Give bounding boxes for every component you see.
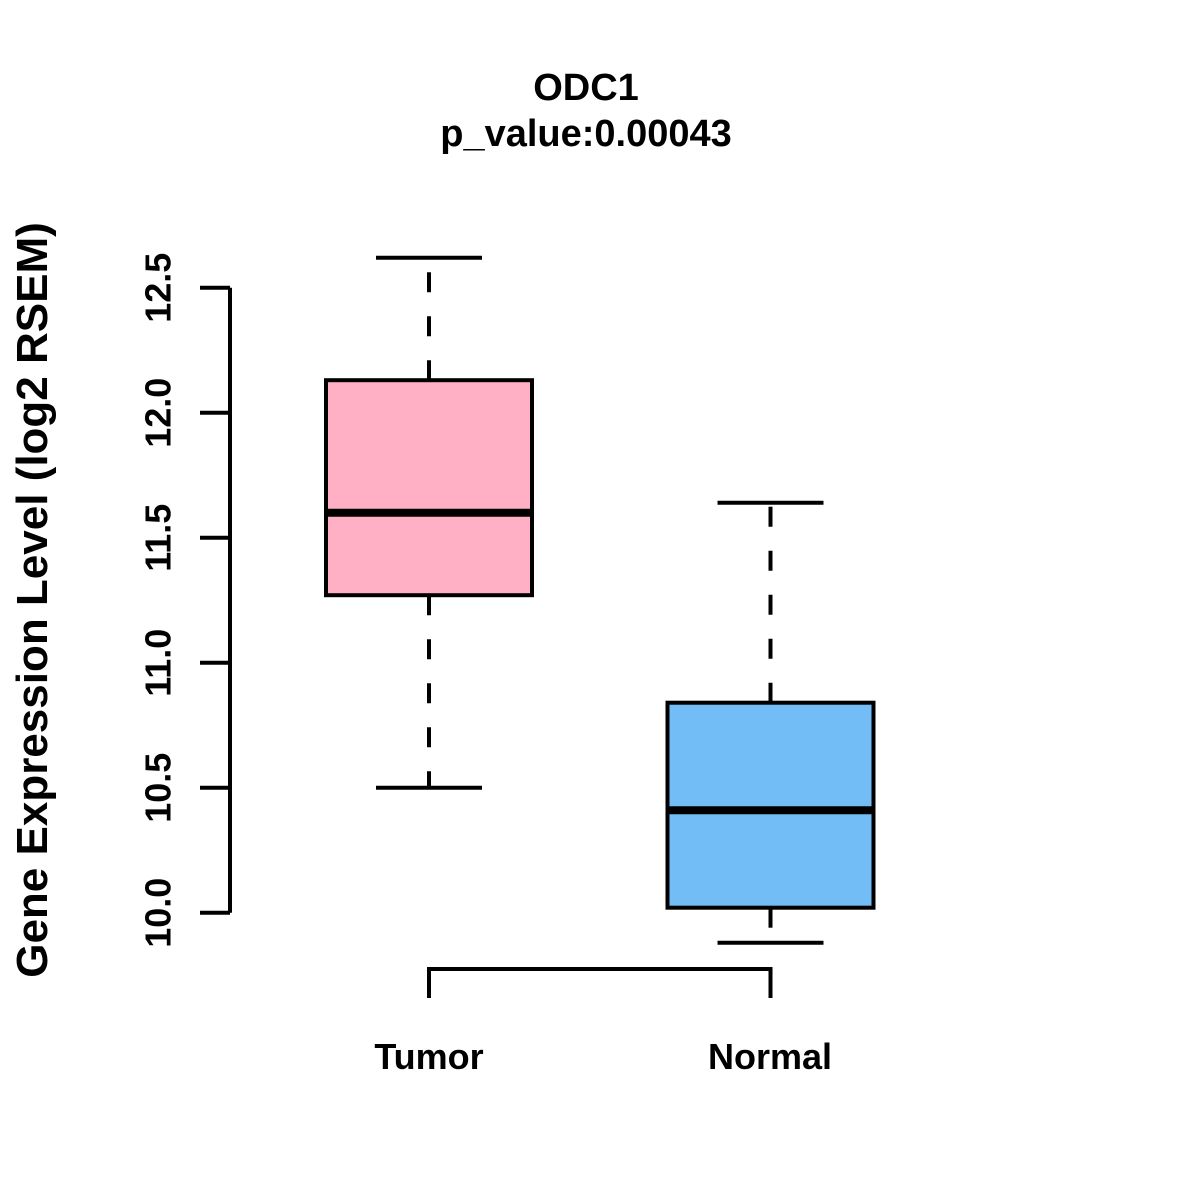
y-axis-tick-label: 12.0 bbox=[138, 378, 179, 448]
x-axis-label-tumor: Tumor bbox=[374, 1036, 484, 1077]
x-axis-label-normal: Normal bbox=[707, 1036, 833, 1077]
y-axis-tick-label: 10.5 bbox=[138, 753, 179, 823]
y-axis-tick-label: 11.0 bbox=[138, 629, 179, 697]
chart-subtitle: p_value:0.00043 bbox=[440, 113, 732, 155]
y-axis-tick-label: 12.5 bbox=[138, 253, 179, 323]
box-tumor bbox=[324, 378, 534, 598]
y-axis-tick-label: 11.5 bbox=[138, 504, 179, 572]
y-axis-tick-label: 10.0 bbox=[138, 878, 179, 948]
box-normal bbox=[665, 700, 876, 910]
chart-title: ODC1 bbox=[533, 67, 639, 109]
x-axis-bracket bbox=[427, 967, 773, 998]
